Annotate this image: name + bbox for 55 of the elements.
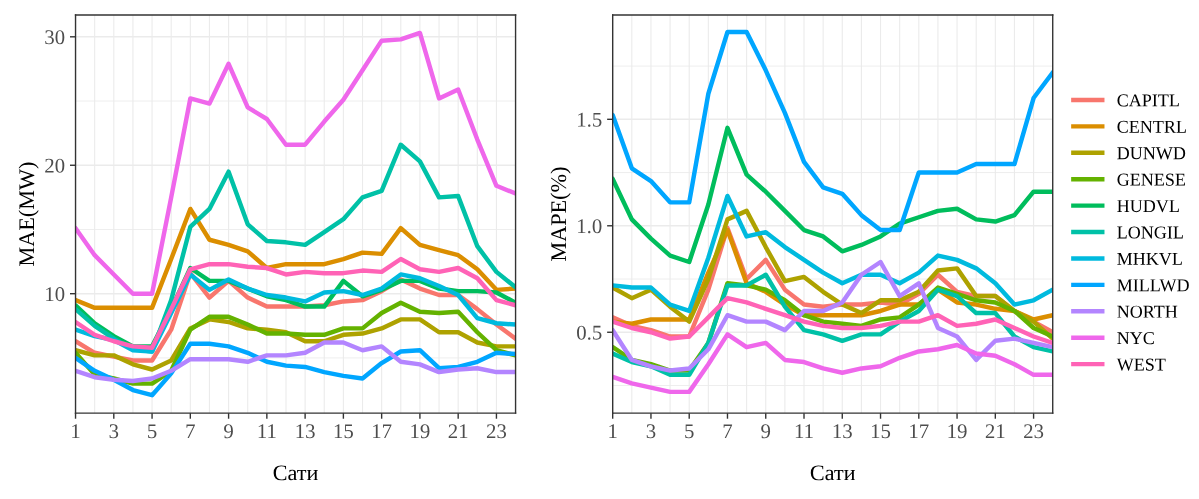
legend-label: WEST	[1116, 358, 1166, 371]
x-tick-label: 3	[646, 424, 656, 439]
x-tick-label: 7	[186, 424, 195, 439]
x-axis-title: Сати	[273, 465, 318, 481]
x-tick-label: 9	[761, 424, 771, 439]
x-tick-label: 17	[910, 424, 929, 439]
x-tick-label: 19	[411, 424, 430, 439]
line-series	[612, 259, 1053, 373]
line-series	[75, 341, 516, 398]
line-series	[75, 206, 516, 311]
x-tick-label: 23	[486, 424, 507, 439]
y-tick-label: 10	[46, 287, 65, 302]
y-tick-label: 0.5	[577, 325, 602, 340]
x-axis-title: Сати	[810, 465, 856, 481]
y-tick-label: 1.0	[578, 219, 602, 234]
legend-label: CENTRL	[1117, 120, 1186, 133]
x-tick-label: 19	[948, 424, 967, 439]
x-tick-label: 11	[795, 424, 813, 439]
x-tick-label: 15	[334, 424, 353, 439]
y-tick-label: 30	[45, 30, 65, 45]
y-axis-title: MAPE(%)	[550, 167, 571, 261]
legend-label: MILLWD	[1117, 279, 1189, 292]
line-series	[612, 193, 1053, 314]
x-tick-label: 9	[224, 424, 233, 439]
x-tick-label: 17	[373, 424, 392, 439]
x-tick-label: 5	[685, 424, 694, 439]
x-tick-label: 11	[258, 424, 276, 439]
x-tick-label: 15	[871, 424, 891, 439]
y-tick-label: 20	[45, 158, 65, 173]
line-series	[75, 340, 516, 384]
x-tick-label: 21	[448, 424, 468, 439]
x-tick-label: 13	[296, 424, 315, 439]
x-tick-label: 13	[833, 424, 852, 439]
x-tick-label: 23	[1024, 424, 1044, 439]
x-tick-label: 5	[148, 424, 157, 439]
legend-label: DUNWD	[1117, 147, 1186, 160]
legend-label: CAPITL	[1117, 94, 1179, 107]
line-series	[612, 295, 1053, 346]
x-tick-label: 21	[985, 424, 1005, 439]
legend-label: NORTH	[1117, 305, 1178, 318]
x-tick-label: 1	[72, 424, 80, 439]
legend-label: LONGIL	[1117, 226, 1183, 239]
legend-label: NYC	[1117, 332, 1154, 345]
line-series	[612, 29, 1053, 233]
x-tick-label: 3	[109, 424, 119, 439]
line-series	[612, 125, 1053, 265]
legend-label: HUDVL	[1117, 200, 1179, 213]
x-tick-label: 1	[609, 424, 617, 439]
line-series	[75, 30, 516, 296]
legend-label: GENESE	[1117, 173, 1186, 186]
y-axis-title: MAE(MW)	[18, 162, 39, 266]
line-series	[612, 332, 1053, 395]
legend-label: MHKVL	[1117, 252, 1182, 266]
x-tick-label: 7	[723, 424, 733, 439]
y-tick-label: 1.5	[578, 112, 602, 127]
